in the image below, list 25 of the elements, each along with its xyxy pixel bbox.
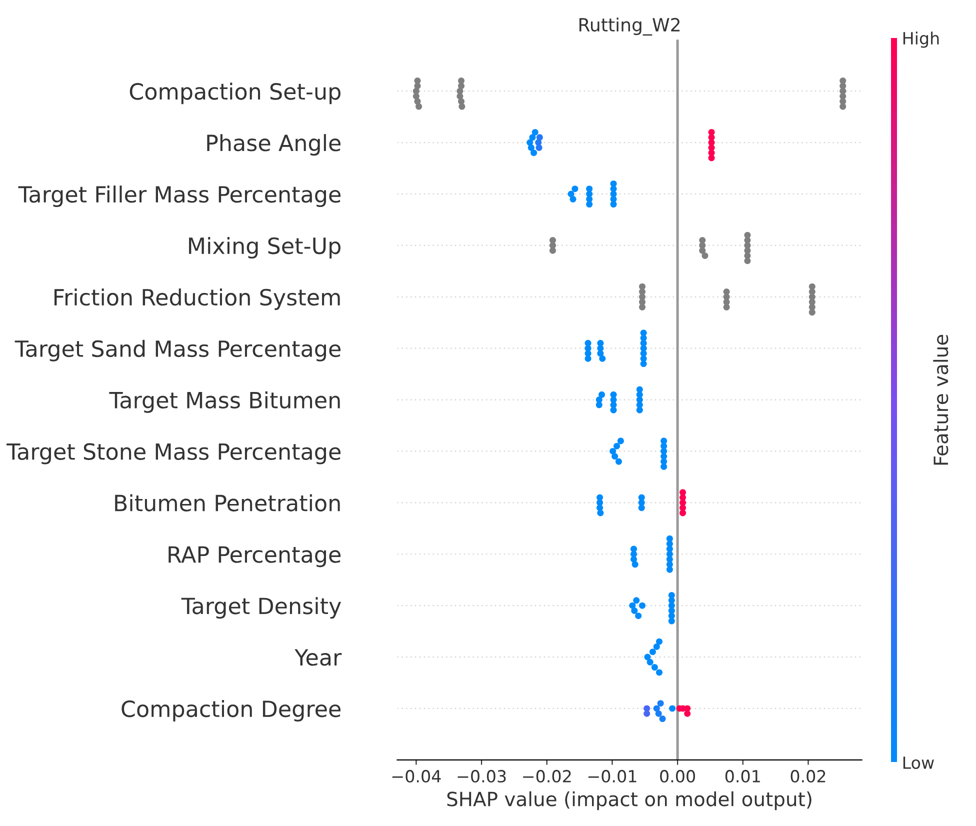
- x-tick-label: −0.01: [588, 770, 636, 783]
- color-bar-label: Low: [903, 756, 934, 769]
- chart-title: Rutting_W2: [579, 18, 680, 36]
- y-tick-label: Target Stone Mass Percentage: [6, 443, 340, 464]
- x-axis-title: SHAP value (impact on model output): [447, 791, 812, 810]
- y-tick-label: Phase Angle: [207, 134, 340, 156]
- x-tick-label: −0.03: [458, 770, 506, 783]
- y-tick-label: Target Mass Bitumen: [109, 391, 340, 413]
- y-tick-label: Target Filler Mass Percentage: [18, 186, 340, 208]
- y-tick-label: RAP Percentage: [168, 546, 340, 568]
- color-bar-title: Feature value: [933, 334, 948, 465]
- x-tick-label: −0.02: [523, 770, 571, 783]
- color-bar-label: High: [903, 32, 939, 48]
- y-tick-label: Mixing Set-Up: [189, 236, 340, 259]
- x-tick-label: −0.04: [392, 770, 441, 783]
- y-tick-label: Friction Reduction System: [54, 288, 340, 310]
- y-tick-label: Bitumen Penetration: [115, 494, 340, 512]
- y-tick-label: Compaction Degree: [122, 700, 340, 722]
- y-tick-label: Compaction Set-up: [130, 82, 340, 104]
- x-tick-label: 0.01: [725, 770, 760, 783]
- y-tick-label: Target Sand Mass Percentage: [14, 340, 340, 362]
- x-tick-label: 0.02: [790, 770, 826, 783]
- x-tick-label: 0.00: [660, 770, 695, 783]
- y-tick-label: Target Density: [181, 597, 342, 619]
- y-tick-label: Year: [294, 649, 342, 666]
